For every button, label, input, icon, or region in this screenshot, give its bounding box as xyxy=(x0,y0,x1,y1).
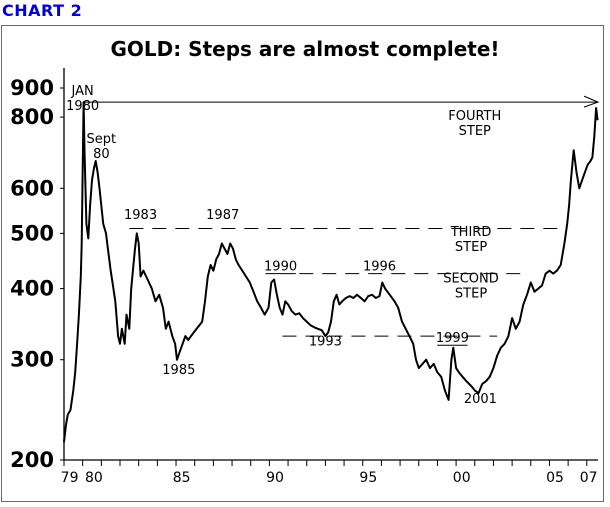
annotation-label: 1999 xyxy=(436,331,469,346)
annotation-label: JAN 1980 xyxy=(66,84,99,114)
y-tick-label: 600 xyxy=(10,176,54,200)
annotation-line: STEP xyxy=(459,124,491,139)
annotation-line: 1990 xyxy=(264,260,297,275)
x-tick-label: 95 xyxy=(359,470,377,486)
y-tick-label: 300 xyxy=(10,348,54,372)
x-tick-label: 79 xyxy=(61,470,79,486)
annotations: JAN 1980 Sept 80 1983 1987 1990 1996 1993 1985 199… xyxy=(66,84,501,407)
annotation-label: 1990 xyxy=(264,260,297,275)
annotation-line: STEP xyxy=(455,286,487,301)
annotation-label: 1985 xyxy=(162,363,195,378)
annotation-line: Sept xyxy=(87,132,117,147)
gold-price-line xyxy=(63,101,599,443)
annotation-label: FOURTH STEP xyxy=(448,109,501,139)
x-tick-label: 85 xyxy=(173,470,191,486)
annotation-line: 80 xyxy=(93,147,110,162)
annotation-line: 1987 xyxy=(206,208,239,223)
annotation-line: THIRD xyxy=(450,225,492,240)
annotation-label: 1987 xyxy=(206,208,239,223)
annotation-label: Sept 80 xyxy=(87,132,117,162)
annotation-label: 1993 xyxy=(309,334,342,349)
y-tick-label: 400 xyxy=(10,277,54,301)
annotation-line: JAN xyxy=(71,84,94,99)
annotation-label: THIRD STEP xyxy=(450,225,492,255)
y-tick-label: 900 xyxy=(10,76,54,100)
y-tick-label: 200 xyxy=(10,448,54,472)
annotation-label: 1996 xyxy=(363,260,396,275)
annotation-line: FOURTH xyxy=(448,109,501,124)
series-layer xyxy=(63,101,599,443)
annotation-line: SECOND xyxy=(443,271,499,286)
x-tick-label: 05 xyxy=(546,470,564,486)
chart-number-label: CHART 2 xyxy=(2,1,83,20)
reference-lines xyxy=(82,95,600,337)
y-tick-label: 500 xyxy=(10,221,54,245)
reference-arrowhead xyxy=(583,95,600,108)
annotation-line: 1985 xyxy=(162,363,195,378)
annotation-line: 1983 xyxy=(124,208,157,223)
annotation-line: 1980 xyxy=(66,99,99,114)
annotation-label: 1983 xyxy=(124,208,157,223)
chart-title: GOLD: Steps are almost complete! xyxy=(110,37,500,61)
annotation-label: 2001 xyxy=(464,392,497,407)
annotation-line: STEP xyxy=(455,240,487,255)
annotation-label: SECOND STEP xyxy=(443,271,499,301)
x-tick-label: 90 xyxy=(266,470,284,486)
annotation-line: 1993 xyxy=(309,334,342,349)
x-tick-label: 07 xyxy=(580,470,598,486)
axes: 200 300 400 500 600 800 900 79 80 85 90 95 00 05 07 xyxy=(10,68,598,486)
y-tick-label: 800 xyxy=(10,105,54,129)
annotation-line: 1999 xyxy=(436,331,469,346)
annotation-line: 1996 xyxy=(363,260,396,275)
x-tick-label: 80 xyxy=(85,470,103,486)
annotation-line: 2001 xyxy=(464,392,497,407)
x-tick-label: 00 xyxy=(453,470,471,486)
chart-frame xyxy=(1,25,604,502)
